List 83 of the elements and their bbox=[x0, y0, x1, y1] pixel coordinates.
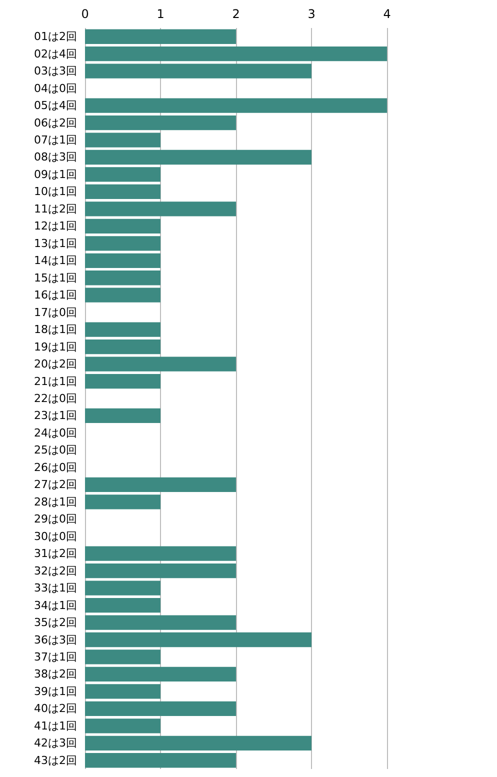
bar bbox=[85, 580, 160, 596]
bar bbox=[85, 322, 160, 337]
y-tick-label: 23は1回 bbox=[34, 409, 77, 422]
y-tick-label: 03は3回 bbox=[34, 64, 77, 78]
y-tick-label: 36は3回 bbox=[34, 633, 77, 646]
bar bbox=[85, 218, 160, 234]
bar bbox=[85, 718, 160, 734]
y-tick-label: 09は1回 bbox=[34, 168, 77, 181]
bar bbox=[85, 356, 236, 372]
x-tick-label: 1 bbox=[156, 7, 164, 21]
bar bbox=[85, 64, 312, 78]
bar bbox=[85, 546, 236, 561]
bar bbox=[85, 288, 160, 302]
y-tick-label: 16は1回 bbox=[34, 288, 77, 302]
y-tick-label: 24は0回 bbox=[34, 426, 77, 440]
y-tick-label: 15は1回 bbox=[34, 271, 77, 284]
y-tick-label: 30は0回 bbox=[34, 530, 77, 543]
bar bbox=[85, 477, 236, 492]
x-tick-label: 0 bbox=[81, 7, 89, 21]
bar bbox=[85, 29, 236, 44]
y-tick-label: 26は0回 bbox=[34, 460, 77, 474]
y-tick-label: 29は0回 bbox=[34, 512, 77, 526]
y-tick-label: 20は2回 bbox=[34, 358, 77, 371]
y-tick-label: 04は0回 bbox=[34, 82, 77, 95]
bar bbox=[85, 753, 236, 768]
y-tick-label: 05は4回 bbox=[34, 99, 77, 112]
y-tick-label: 08は3回 bbox=[34, 150, 77, 164]
x-tick-label: 2 bbox=[232, 7, 240, 21]
y-tick-label: 39は1回 bbox=[34, 684, 77, 698]
y-tick-label: 12は1回 bbox=[34, 220, 77, 233]
y-tick-label: 31は2回 bbox=[34, 547, 77, 560]
y-tick-label: 42は3回 bbox=[34, 736, 77, 750]
bar bbox=[85, 98, 387, 113]
bar bbox=[85, 736, 312, 750]
y-tick-label: 21は1回 bbox=[34, 374, 77, 388]
y-tick-label: 25は0回 bbox=[34, 444, 77, 457]
y-tick-label: 11は2回 bbox=[34, 202, 77, 216]
bar bbox=[85, 339, 160, 354]
y-tick-label: 10は1回 bbox=[34, 185, 77, 198]
y-tick-label: 02は4回 bbox=[34, 47, 77, 60]
y-tick-label: 13は1回 bbox=[34, 236, 77, 250]
y-tick-label: 18は1回 bbox=[34, 323, 77, 336]
y-tick-label: 19は1回 bbox=[34, 340, 77, 354]
bar bbox=[85, 650, 160, 664]
y-tick-label: 27は2回 bbox=[34, 478, 77, 492]
y-tick-label: 07は1回 bbox=[34, 134, 77, 147]
x-tick-label: 3 bbox=[308, 7, 316, 21]
bar bbox=[85, 598, 160, 613]
bar bbox=[85, 632, 312, 648]
y-tick-label: 41は1回 bbox=[34, 719, 77, 732]
y-tick-label: 34は1回 bbox=[34, 598, 77, 612]
bar bbox=[85, 408, 160, 424]
y-tick-label: 28は1回 bbox=[34, 495, 77, 508]
bar bbox=[85, 494, 160, 510]
bar bbox=[85, 236, 160, 251]
bar bbox=[85, 167, 160, 182]
bar bbox=[85, 132, 160, 148]
bar bbox=[85, 564, 236, 578]
y-tick-label: 33は1回 bbox=[34, 582, 77, 595]
bar bbox=[85, 46, 387, 62]
bar bbox=[85, 150, 312, 165]
y-tick-label: 17は0回 bbox=[34, 306, 77, 319]
bar bbox=[85, 253, 160, 268]
y-tick-label: 01は2回 bbox=[34, 30, 77, 44]
bar bbox=[85, 374, 160, 389]
y-tick-label: 37は1回 bbox=[34, 650, 77, 664]
y-tick-label: 35は2回 bbox=[34, 616, 77, 630]
bar bbox=[85, 184, 160, 200]
bar bbox=[85, 615, 236, 630]
y-tick-label: 43は2回 bbox=[34, 754, 77, 767]
y-tick-label: 14は1回 bbox=[34, 254, 77, 268]
bar bbox=[85, 115, 236, 130]
y-tick-label: 32は2回 bbox=[34, 564, 77, 578]
bar bbox=[85, 202, 236, 216]
y-tick-label: 06は2回 bbox=[34, 116, 77, 130]
bar bbox=[85, 701, 236, 716]
bar bbox=[85, 666, 236, 682]
bar bbox=[85, 684, 160, 699]
y-tick-label: 40は2回 bbox=[34, 702, 77, 716]
y-tick-label: 22は0回 bbox=[34, 392, 77, 405]
x-tick-label: 4 bbox=[383, 7, 391, 21]
bar bbox=[85, 270, 160, 286]
y-tick-label: 38は2回 bbox=[34, 668, 77, 681]
